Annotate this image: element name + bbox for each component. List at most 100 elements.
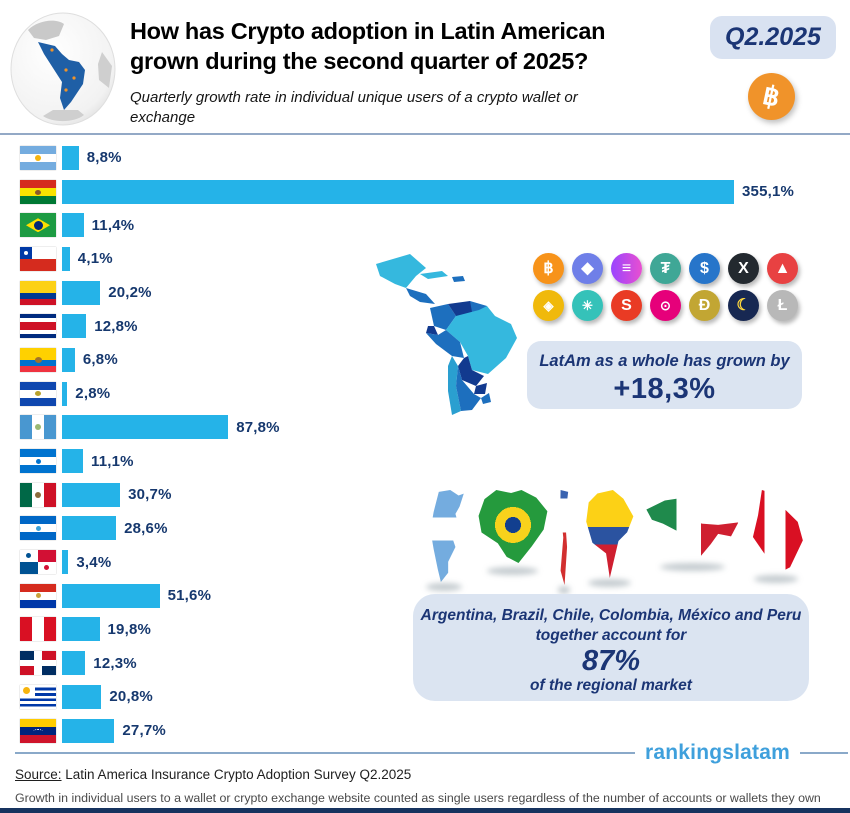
bnb-icon: ◈ [533,290,564,321]
source-label: Source: [15,767,62,782]
growth-value-label: 87,8% [236,418,280,436]
growth-bar [62,415,229,440]
brand-divider-right [800,752,848,754]
chart-row: 2,8% [20,377,830,411]
growth-value-label: 355,1% [742,183,795,201]
latam-growth-text: LatAm as a whole has grown by [539,352,790,370]
country-silhouette [418,490,470,591]
flag-ni-icon [20,516,56,541]
market-share-value: 87% [581,645,641,677]
source-line: Source: Latin America Insurance Crypto A… [15,767,411,782]
chart-row: 6,8% [20,343,830,377]
flag-do-icon [20,651,56,676]
chart-row: 12,8% [20,309,830,343]
terra-luna-icon: ☾ [728,290,759,321]
page-subtitle: Quarterly growth rate in individual uniq… [130,89,578,126]
growth-value-label: 2,8% [75,385,111,403]
top-countries-silhouettes [418,490,808,594]
brand-divider-left [15,752,635,754]
growth-value-label: 4,1% [77,250,113,268]
silhouette-co-icon [586,490,634,578]
growth-bar [62,617,100,642]
growth-bar [62,651,86,676]
chart-row: 3,4% [20,545,830,579]
globe-logo-icon [10,12,116,126]
chart-row: 20,8% [20,680,830,714]
quarter-badge: Q2.2025 [710,16,836,59]
dogecoin-icon: Ð [689,290,720,321]
growth-value-label: 27,7% [122,722,166,740]
cardano-icon: ✳ [572,290,603,321]
chart-row: 12,3% [20,646,830,680]
growth-value-label: 11,1% [91,452,134,470]
page-title: How has Crypto adoption in Latin America… [130,18,606,74]
growth-bar [62,246,70,271]
growth-bar [62,280,101,305]
growth-value-label: 8,8% [86,149,122,167]
growth-value-label: 6,8% [82,351,118,369]
chart-row: 51,6% [20,579,830,613]
usdc-icon: $ [689,253,720,284]
bitcoin-icon: ฿ [533,253,564,284]
growth-value-label: 19,8% [107,620,152,638]
growth-bar [62,347,75,372]
chart-row: 19,8% [20,613,830,647]
chart-row: 87,8% [20,411,830,445]
chart-row: 30,7% [20,478,830,512]
xrp-icon: X [728,253,759,284]
flag-pe-icon [20,617,56,642]
growth-bar [62,550,69,575]
flag-uy-icon [20,684,56,709]
flag-ar-icon [20,145,56,170]
country-silhouette [476,490,550,575]
header-divider [0,133,850,135]
growth-bar [62,314,87,339]
silhouette-mx-icon [646,498,739,560]
flag-py-icon [20,583,56,608]
bitcoin-logo-icon: ฿ [748,73,795,120]
shiba-inu-icon: S [611,290,642,321]
reflection [425,583,463,591]
flag-hn-icon [20,449,56,474]
growth-value-label: 12,8% [94,317,138,335]
growth-bar [62,684,102,709]
country-silhouette [646,490,739,571]
brand-row: rankingslatam [15,741,848,764]
silhouette-ar-icon [430,490,464,582]
market-share-text: together account for [535,627,687,644]
footnote: Growth in individual users to a wallet o… [15,791,821,805]
flag-mx-icon [20,482,56,507]
growth-bar [62,718,115,743]
chart-row: 28,6% [20,512,830,546]
growth-bar [62,583,160,608]
chart-row: 20,2% [20,276,830,310]
avalanche-icon: ▲ [767,253,798,284]
growth-value-label: 11,4% [91,216,135,234]
chart-row: 11,1% [20,444,830,478]
chart-row: 355,1% [20,175,830,209]
latin-america-map [376,254,517,415]
chart-row: 27,7% [20,714,830,748]
chart-row: 8,8% [20,141,830,175]
flag-cl-icon [20,246,56,271]
reflection [557,586,571,594]
flag-br-icon [20,213,56,238]
silhouette-cl-icon [560,490,569,585]
flag-bo-icon [20,179,56,204]
bottom-accent-bar [0,808,850,813]
chart-row: 11,4% [20,208,830,242]
growth-bar [62,516,117,541]
growth-value-label: 28,6% [124,519,168,537]
country-silhouette [744,490,808,583]
reflection [486,567,539,575]
growth-value-label: 3,4% [76,553,112,571]
flag-sv-icon [20,381,56,406]
country-growth-bar-chart: 8,8% 355,1% 11,4% 4,1% 20,2% 12,8% [20,141,830,747]
solana-icon: ≡ [611,253,642,284]
latam-growth-box: LatAm as a whole has grown by +18,3% [527,341,802,409]
growth-bar [62,179,734,204]
crypto-coins-grid: ฿ ◆ ≡ ₮ $ X ▲ ◈ ✳ S ⊙ Ð ☾ Ł [533,253,798,321]
growth-value-label: 30,7% [128,486,172,504]
flag-gt-icon [20,415,56,440]
